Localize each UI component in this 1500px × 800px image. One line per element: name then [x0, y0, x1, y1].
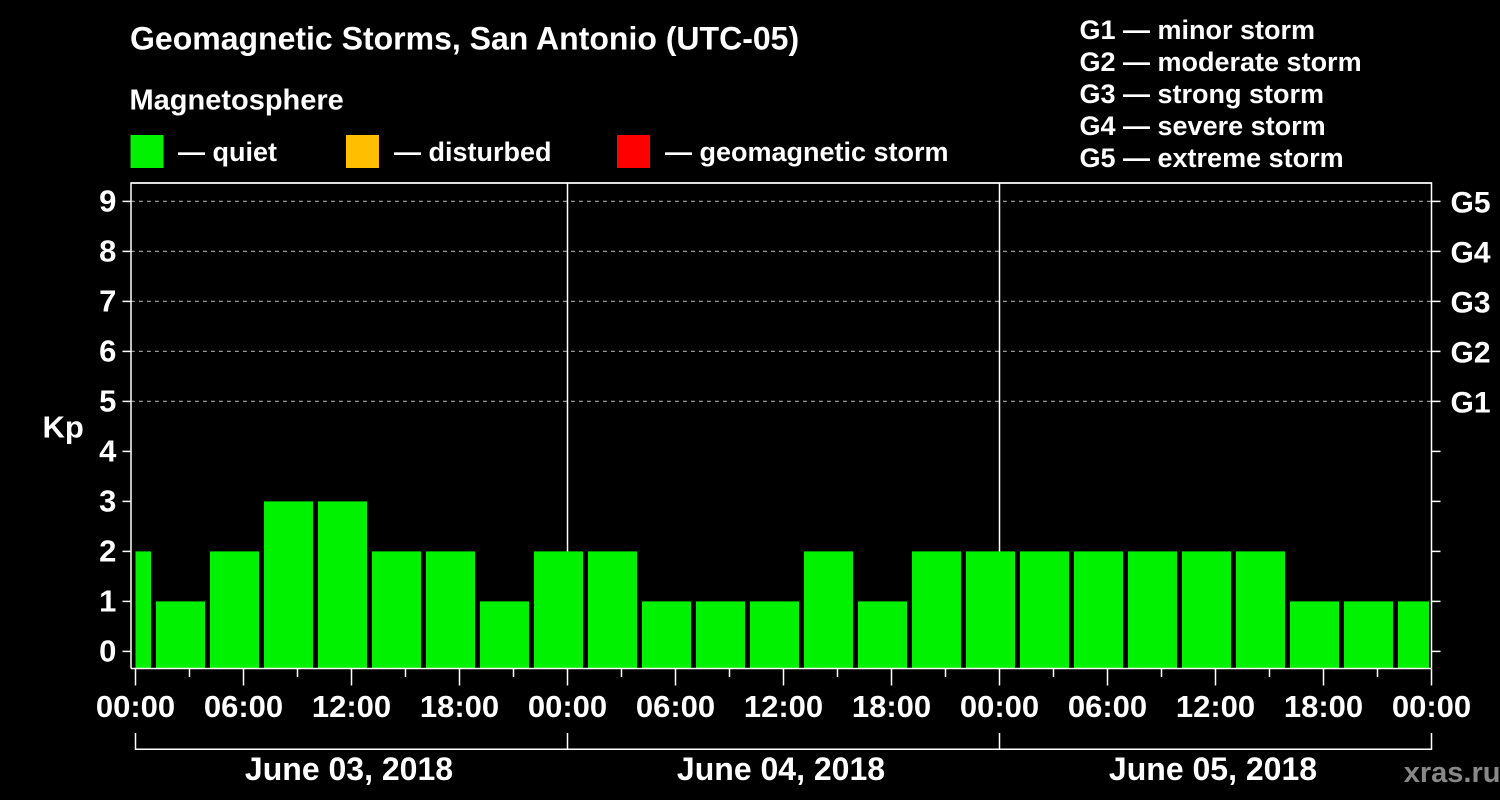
svg-text:18:00: 18:00 [420, 689, 499, 724]
svg-text:G4 — severe storm: G4 — severe storm [1080, 111, 1326, 141]
svg-text:18:00: 18:00 [1284, 689, 1363, 724]
svg-text:06:00: 06:00 [204, 689, 283, 724]
svg-text:18:00: 18:00 [852, 689, 931, 724]
svg-text:6: 6 [99, 333, 116, 368]
svg-text:Kp: Kp [43, 410, 84, 445]
svg-text:G1: G1 [1451, 386, 1491, 419]
svg-text:06:00: 06:00 [1068, 689, 1147, 724]
svg-text:G2 — moderate storm: G2 — moderate storm [1080, 47, 1362, 77]
svg-text:G3: G3 [1451, 286, 1491, 319]
svg-text:June 03, 2018: June 03, 2018 [245, 751, 453, 787]
svg-text:G4: G4 [1451, 236, 1491, 269]
svg-text:G3 — strong storm: G3 — strong storm [1080, 79, 1325, 109]
svg-text:00:00: 00:00 [528, 689, 607, 724]
svg-text:00:00: 00:00 [960, 689, 1039, 724]
svg-text:0: 0 [99, 633, 116, 668]
svg-text:1: 1 [99, 583, 116, 618]
svg-text:00:00: 00:00 [96, 689, 175, 724]
svg-text:3: 3 [99, 483, 116, 518]
svg-text:June 04, 2018: June 04, 2018 [677, 751, 885, 787]
svg-text:06:00: 06:00 [636, 689, 715, 724]
svg-text:June 05, 2018: June 05, 2018 [1109, 751, 1317, 787]
svg-text:12:00: 12:00 [312, 689, 391, 724]
svg-text:G5 — extreme storm: G5 — extreme storm [1080, 143, 1344, 173]
svg-text:12:00: 12:00 [1176, 689, 1255, 724]
svg-text:G1 — minor storm: G1 — minor storm [1080, 15, 1316, 45]
svg-text:12:00: 12:00 [744, 689, 823, 724]
svg-text:00:00: 00:00 [1392, 689, 1471, 724]
svg-text:4: 4 [99, 433, 117, 468]
svg-text:— quiet: — quiet [178, 137, 277, 167]
svg-text:xras.ru: xras.ru [1404, 757, 1500, 789]
svg-text:Geomagnetic Storms, San Antoni: Geomagnetic Storms, San Antonio (UTC-05) [130, 21, 799, 57]
svg-text:5: 5 [99, 383, 116, 418]
svg-text:G2: G2 [1451, 336, 1491, 369]
svg-text:— geomagnetic storm: — geomagnetic storm [665, 137, 949, 167]
svg-text:9: 9 [99, 183, 116, 218]
svg-text:G5: G5 [1451, 186, 1491, 219]
svg-text:7: 7 [99, 283, 116, 318]
svg-text:Magnetosphere: Magnetosphere [130, 85, 344, 117]
svg-text:2: 2 [99, 533, 116, 568]
svg-text:— disturbed: — disturbed [394, 137, 552, 167]
svg-text:8: 8 [99, 233, 116, 268]
